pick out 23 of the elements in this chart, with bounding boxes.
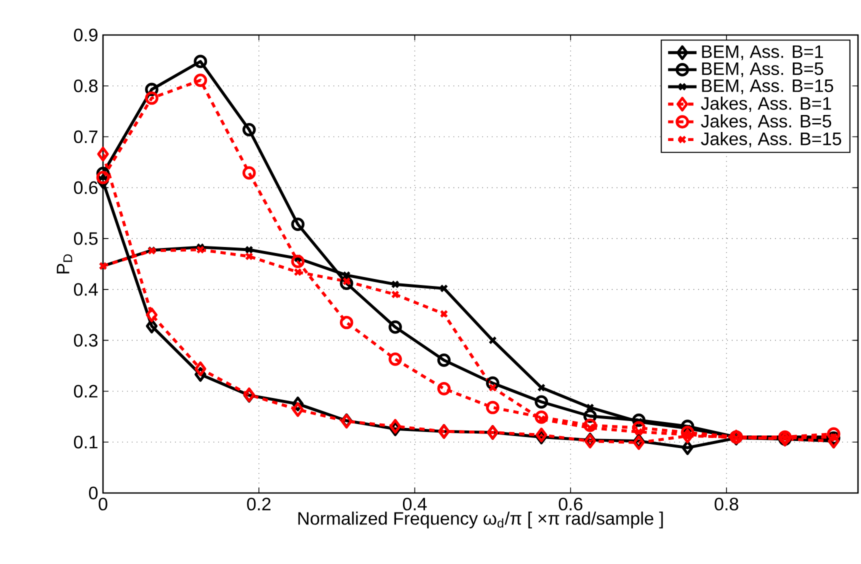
legend-label: BEM, Ass. B=5 xyxy=(702,62,824,78)
y-tick-label: 0.2 xyxy=(74,384,98,398)
x-tick-label: 0.2 xyxy=(247,498,270,510)
x-tick-label: 0 xyxy=(98,498,108,510)
y-tick-label: 0.1 xyxy=(74,436,98,448)
x-axis-title: Normalized Frequency ω$_{d}$/π [ ×π rad/sample ] xyxy=(298,512,663,528)
legend-label: Jakes, Ass. B=5 xyxy=(700,114,832,130)
y-tick-label: 0.8 xyxy=(74,80,98,92)
y-tick-label: 0 xyxy=(89,486,98,500)
legend-label: BEM, Ass. B=1 xyxy=(702,45,824,60)
x-tick-label: 0.6 xyxy=(558,498,582,510)
y-axis-title: P$_{D}$ xyxy=(56,254,72,274)
y-tick-label: 0.3 xyxy=(74,334,98,347)
legend-label: Jakes, Ass. B=15 xyxy=(700,132,842,148)
x-tick-label: 0.4 xyxy=(402,498,427,510)
y-tick-label: 0.6 xyxy=(74,181,98,194)
x-tick-label: 0.8 xyxy=(714,498,738,510)
y-tick-label: 0.5 xyxy=(74,232,98,245)
y-tick-label: 0.4 xyxy=(74,283,98,296)
legend-label: BEM, Ass. B=15 xyxy=(702,80,834,94)
legend-label: Jakes, Ass. B=1 xyxy=(700,96,832,112)
y-tick-label: 0.9 xyxy=(74,28,98,42)
y-tick-label: 0.7 xyxy=(74,130,98,144)
